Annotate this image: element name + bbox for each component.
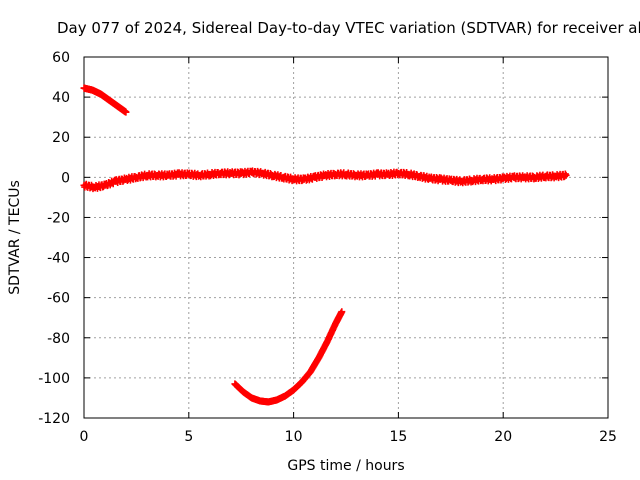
y-axis-ticks: -120 -100 -80 -60 -40 -20 0 20 40 60 (38, 50, 608, 427)
x-tick-label: 5 (184, 429, 193, 445)
x-tick-label: 0 (80, 429, 89, 445)
x-tick-label: 25 (599, 429, 617, 445)
data-point (562, 171, 570, 179)
x-axis-label: GPS time / hours (287, 458, 404, 474)
x-tick-label: 20 (494, 429, 512, 445)
series-satellite-pass-1 (80, 84, 130, 116)
data-point (122, 108, 130, 116)
series-satellite-pass-2 (80, 167, 570, 193)
y-tick-label: -100 (38, 371, 70, 387)
data-point (338, 308, 346, 316)
y-tick-label: 40 (52, 90, 70, 106)
y-tick-label: -20 (47, 210, 70, 226)
plot-frame (83, 56, 609, 419)
series-satellite-pass-3 (231, 308, 346, 406)
y-tick-label: -40 (47, 251, 70, 267)
chart-title: Day 077 of 2024, Sidereal Day-to-day VTE… (57, 19, 640, 37)
y-tick-label: -80 (47, 331, 70, 347)
y-tick-label: 0 (61, 170, 70, 186)
y-axis-label: SDTVAR / TECUs (7, 180, 23, 295)
y-tick-label: 60 (52, 50, 70, 66)
y-tick-label: -120 (38, 411, 70, 427)
x-axis-ticks: 0 5 10 15 20 25 (80, 57, 617, 445)
y-tick-label: 20 (52, 130, 70, 146)
grid-lines (84, 57, 608, 418)
x-tick-label: 10 (285, 429, 303, 445)
x-tick-label: 15 (389, 429, 407, 445)
y-tick-label: -60 (47, 291, 70, 307)
data-series (80, 84, 570, 406)
